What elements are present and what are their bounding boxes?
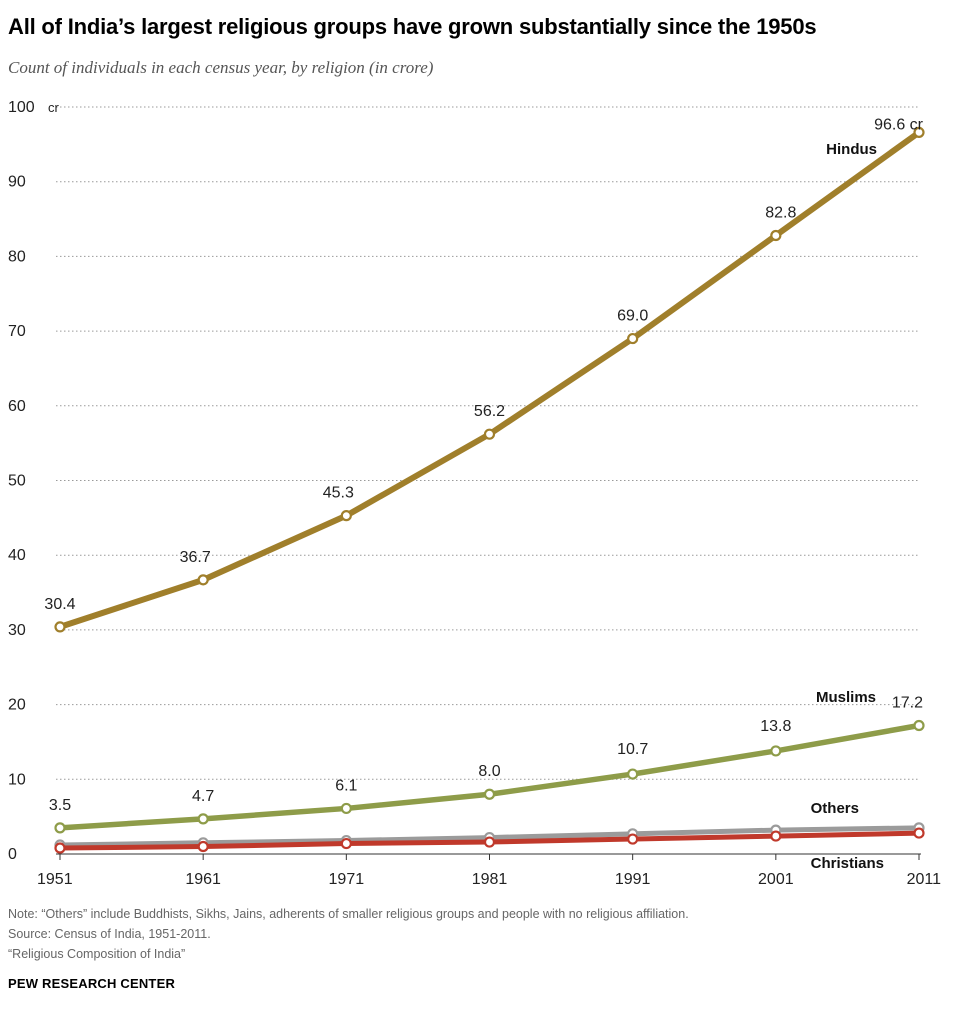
data-label-muslims: 3.5 <box>49 797 71 814</box>
data-label-muslims: 6.1 <box>335 777 357 794</box>
chart-subtitle: Count of individuals in each census year… <box>8 58 434 77</box>
series-lines <box>54 126 925 854</box>
y-tick-label: 70 <box>8 323 26 340</box>
data-label-muslims: 13.8 <box>760 718 791 735</box>
x-tick-label: 2001 <box>758 871 794 888</box>
data-point-christians <box>54 842 66 854</box>
chart-note: Note: “Others” include Buddhists, Sikhs,… <box>8 907 689 921</box>
data-label-muslims: 4.7 <box>192 788 214 805</box>
data-point-hindus <box>54 621 66 633</box>
chart-title: All of India’s largest religious groups … <box>8 14 817 39</box>
y-tick-label: 20 <box>8 697 26 714</box>
y-tick-label: 10 <box>8 771 26 788</box>
data-point-christians <box>770 830 782 842</box>
data-label-muslims: 17.2 <box>892 695 923 712</box>
data-point-christians <box>627 833 639 845</box>
line-chart: 0 10 20 30 40 50 60 70 80 90 100 cr 1951 1961 1971 1981… <box>8 99 941 888</box>
data-point-christians <box>197 840 209 853</box>
brand-logo-text: PEW RESEARCH CENTER <box>8 976 176 991</box>
data-label-hindus: 82.8 <box>765 204 796 221</box>
y-tick-label: 30 <box>8 622 26 639</box>
x-tick-label: 2011 <box>907 871 942 888</box>
x-tick-label: 1961 <box>185 871 221 888</box>
data-point-muslims <box>340 802 352 815</box>
data-point-muslims <box>197 813 209 825</box>
data-point-christians <box>340 837 352 850</box>
data-label-hindus: 30.4 <box>44 596 75 613</box>
data-point-hindus <box>197 574 209 586</box>
series-label-christians: Christians <box>811 855 884 872</box>
data-point-christians <box>913 827 925 839</box>
data-point-hindus <box>913 126 925 138</box>
x-tick-label: 1951 <box>37 871 73 888</box>
series-labels: Hindus Muslims Others Christians <box>811 141 884 872</box>
chart-source: Source: Census of India, 1951-2011. <box>8 927 211 941</box>
report-title: “Religious Composition of India” <box>8 947 186 961</box>
y-tick-label: 100 <box>8 99 35 116</box>
data-point-hindus <box>627 332 639 345</box>
y-tick-label: 40 <box>8 547 26 564</box>
data-point-muslims <box>627 768 639 780</box>
axis-layer: 0 10 20 30 40 50 60 70 80 90 100 cr 1951 1961 1971 1981… <box>8 99 941 888</box>
series-label-muslims: Muslims <box>816 689 876 706</box>
y-tick-label: 50 <box>8 473 26 490</box>
data-point-muslims <box>770 745 782 757</box>
data-point-muslims <box>913 719 925 732</box>
data-label-hindus: 45.3 <box>323 485 354 502</box>
data-point-hindus <box>770 229 782 242</box>
data-label-hindus: 96.6 cr <box>874 116 924 133</box>
x-tick-label: 1991 <box>615 871 651 888</box>
y-unit-label: cr <box>48 100 60 115</box>
y-tick-label: 60 <box>8 398 26 415</box>
data-labels: 30.4 36.7 45.3 56.2 69.0 82.8 96.6 cr 3.5 4.7 6.1… <box>44 116 923 813</box>
x-tick-label: 1981 <box>472 871 508 888</box>
data-point-hindus <box>340 510 352 522</box>
y-tick-label: 0 <box>8 846 17 863</box>
data-point-christians <box>483 836 496 848</box>
data-label-hindus: 56.2 <box>474 403 505 420</box>
data-point-muslims <box>54 822 66 834</box>
series-label-others: Others <box>811 800 859 817</box>
y-tick-label: 90 <box>8 174 26 191</box>
data-label-muslims: 8.0 <box>478 763 500 780</box>
data-label-muslims: 10.7 <box>617 741 648 758</box>
data-point-hindus <box>483 428 496 440</box>
series-label-hindus: Hindus <box>826 141 877 158</box>
data-label-hindus: 69.0 <box>617 308 648 325</box>
x-tick-label: 1971 <box>329 871 365 888</box>
y-tick-label: 80 <box>8 248 26 265</box>
data-label-hindus: 36.7 <box>180 549 211 566</box>
data-point-muslims <box>483 788 496 800</box>
